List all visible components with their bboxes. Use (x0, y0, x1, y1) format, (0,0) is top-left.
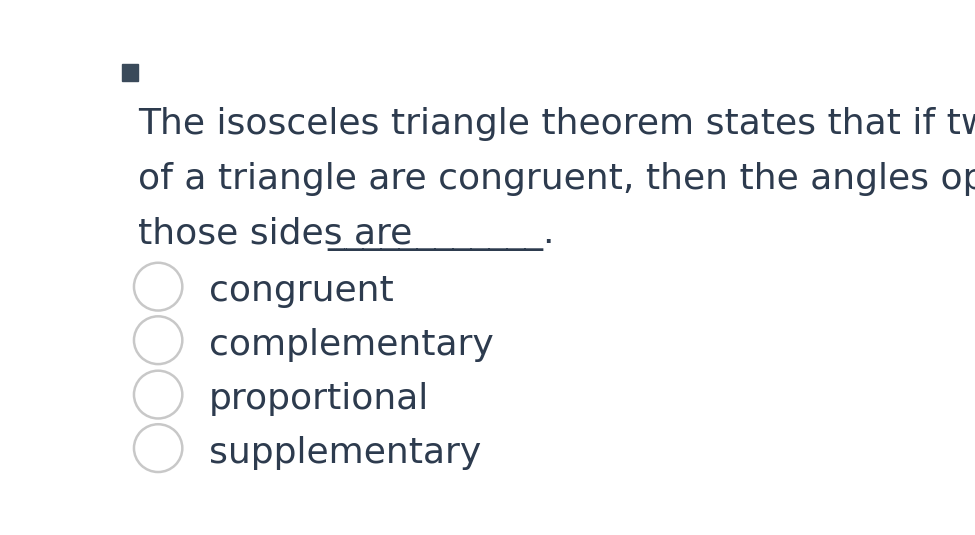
Text: those sides are: those sides are (138, 217, 424, 250)
Text: proportional: proportional (209, 382, 429, 416)
Bar (122, 64, 138, 81)
Text: The isosceles triangle theorem states that if two sides: The isosceles triangle theorem states th… (138, 108, 975, 141)
Ellipse shape (134, 316, 182, 364)
Text: complementary: complementary (209, 328, 493, 362)
Ellipse shape (134, 424, 182, 472)
Text: of a triangle are congruent, then the angles opposite: of a triangle are congruent, then the an… (138, 162, 975, 196)
Text: congruent: congruent (209, 274, 394, 308)
Text: supplementary: supplementary (209, 436, 481, 470)
Text: ____________.: ____________. (328, 217, 555, 250)
Ellipse shape (134, 371, 182, 418)
Ellipse shape (134, 263, 182, 310)
